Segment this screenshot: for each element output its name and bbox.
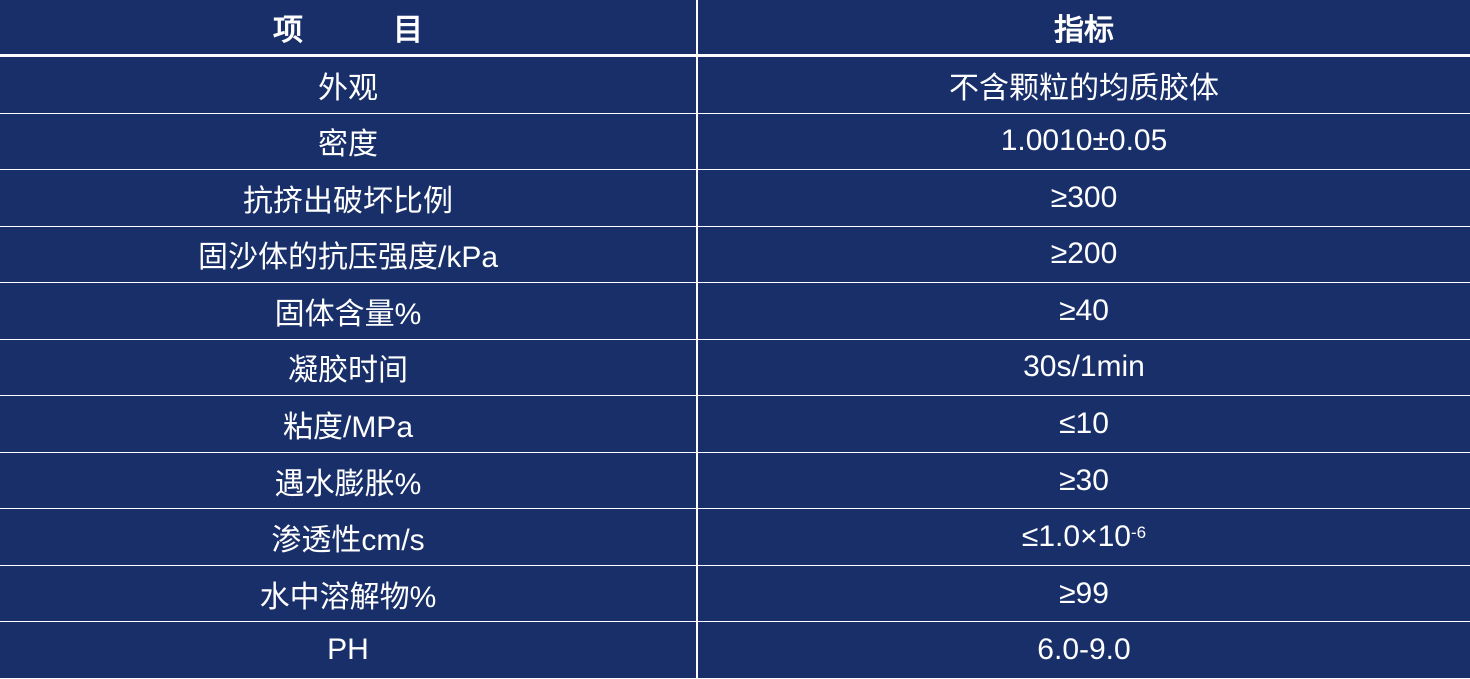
table-row: PH 6.0-9.0 xyxy=(0,622,1470,679)
item-cell: PH xyxy=(0,622,698,678)
spec-cell: ≥200 xyxy=(698,227,1470,283)
table-row: 外观 不含颗粒的均质胶体 xyxy=(0,57,1470,114)
spec-cell: ≥300 xyxy=(698,170,1470,226)
table-row: 水中溶解物% ≥99 xyxy=(0,565,1470,623)
item-cell: 抗挤出破坏比例 xyxy=(0,170,698,226)
spec-value: 不含颗粒的均质胶体 xyxy=(949,71,1219,105)
spec-value: ≥30 xyxy=(1059,463,1109,497)
spec-value: 30s/1min xyxy=(1023,350,1145,384)
spec-value: ≥300 xyxy=(1050,180,1118,214)
header-item: 项 目 xyxy=(0,0,698,54)
header-item-label: 项 目 xyxy=(273,14,423,47)
spec-value: 1.0010±0.05 xyxy=(1000,124,1168,158)
header-spec: 指标 xyxy=(1054,14,1114,47)
spec-value: ≥99 xyxy=(1059,576,1109,610)
table-row: 密度 1.0010±0.05 xyxy=(0,113,1470,171)
spec-cell: ≤10 xyxy=(698,396,1470,452)
spec-cell: ≤1.0×10 -6 xyxy=(698,509,1470,565)
spec-cell: ≥30 xyxy=(698,453,1470,509)
spec-exponent: -6 xyxy=(1130,523,1147,543)
item-cell: 外观 xyxy=(0,57,698,113)
item-cell: 凝胶时间 xyxy=(0,339,698,396)
spec-cell: 30s/1min xyxy=(698,340,1470,396)
table-header: 项 目 指标 xyxy=(0,0,1470,57)
spec-cell: 1.0010±0.05 xyxy=(698,114,1470,170)
spec-value: 6.0-9.0 xyxy=(1037,633,1131,667)
table-row: 固体含量% ≥40 xyxy=(0,283,1470,340)
table-row: 凝胶时间 30s/1min xyxy=(0,339,1470,397)
spec-cell: 不含颗粒的均质胶体 xyxy=(698,57,1470,113)
spec-cell: ≥40 xyxy=(698,283,1470,339)
item-cell: 密度 xyxy=(0,113,698,170)
table-row: 抗挤出破坏比例 ≥300 xyxy=(0,170,1470,227)
spec-value: ≤10 xyxy=(1059,407,1109,441)
item-cell: 固体含量% xyxy=(0,283,698,339)
table-row: 渗透性cm/s ≤1.0×10 -6 xyxy=(0,509,1470,566)
item-cell: 水中溶解物% xyxy=(0,565,698,622)
table-row: 粘度/MPa ≤10 xyxy=(0,396,1470,453)
spec-value: ≥40 xyxy=(1059,293,1109,327)
item-cell: 固沙体的抗压强度/kPa xyxy=(0,226,698,283)
spec-cell: ≥99 xyxy=(698,566,1470,622)
spec-value: ≥200 xyxy=(1050,237,1118,271)
spec-cell: 6.0-9.0 xyxy=(698,622,1470,678)
table-row: 固沙体的抗压强度/kPa ≥200 xyxy=(0,226,1470,284)
item-cell: 遇水膨胀% xyxy=(0,452,698,509)
item-cell: 粘度/MPa xyxy=(0,396,698,452)
spec-value: ≤1.0×10 xyxy=(1021,520,1131,554)
item-cell: 渗透性cm/s xyxy=(0,509,698,565)
table-row: 遇水膨胀% ≥30 xyxy=(0,452,1470,510)
